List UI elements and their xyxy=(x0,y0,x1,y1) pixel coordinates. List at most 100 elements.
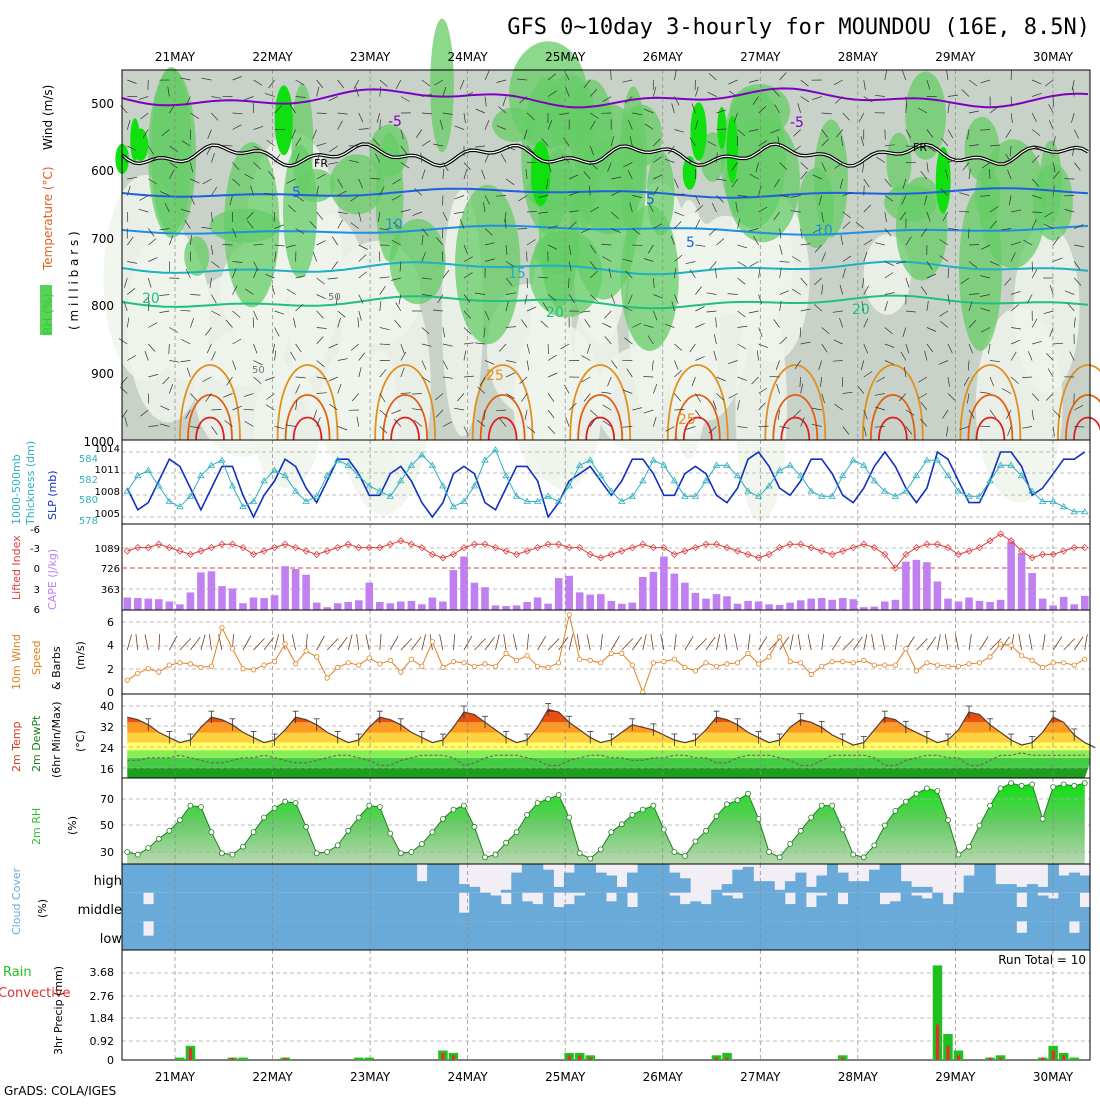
cloud-cell xyxy=(259,864,270,893)
cloud-cell xyxy=(901,881,912,893)
cloud-cell xyxy=(406,921,417,950)
cloud-cell xyxy=(427,864,438,893)
wind-marker xyxy=(1019,654,1023,658)
cloud-cell xyxy=(1048,864,1059,893)
rh-marker xyxy=(304,824,309,829)
cloud-cell xyxy=(532,864,543,893)
slp-right-tick-1014: 1014 xyxy=(95,444,120,455)
cape-tick-726: 726 xyxy=(101,564,120,575)
rh-marker xyxy=(388,831,393,836)
saturated-area xyxy=(275,85,293,155)
precip-bar xyxy=(175,1058,185,1060)
cloud-cell xyxy=(638,921,649,950)
cloud-cell xyxy=(354,893,365,922)
wind-marker xyxy=(304,649,308,653)
day-label-top: 21MAY xyxy=(155,50,196,64)
upper-ylabel-mb: ( m i l l i b a r s ) xyxy=(67,231,81,330)
rh-marker xyxy=(1009,781,1014,786)
rh-ylabel2: (%) xyxy=(66,816,79,835)
cloud-cell xyxy=(438,864,449,893)
cloud-cell xyxy=(838,904,849,921)
rh-marker xyxy=(472,824,477,829)
rh-marker xyxy=(924,786,929,791)
day-label-bottom: 25MAY xyxy=(545,1070,586,1084)
rh-marker xyxy=(556,793,561,798)
convective-bar xyxy=(989,1058,992,1060)
rh-marker xyxy=(935,789,940,794)
li-tick-3: 3 xyxy=(34,585,40,596)
cloud-cell xyxy=(280,921,291,950)
cloud-cell xyxy=(648,864,659,893)
cape-bar xyxy=(671,574,679,610)
cloud-cell xyxy=(1037,887,1048,893)
temp-tick-16: 16 xyxy=(100,763,114,776)
wind-marker xyxy=(420,664,424,668)
cape-bar xyxy=(650,572,658,610)
cloud-cell xyxy=(890,901,901,921)
cloud-cell xyxy=(753,921,764,950)
cloud-cell xyxy=(659,893,670,922)
cloud-cell xyxy=(722,921,733,950)
cloud-cell xyxy=(206,893,217,922)
cloud-cell xyxy=(711,890,722,893)
cloud-cell xyxy=(1016,887,1027,893)
cloud-cell xyxy=(1016,933,1027,950)
wind-marker xyxy=(241,666,245,670)
cape-bar xyxy=(902,562,910,610)
temp-ylabel4: (°C) xyxy=(74,730,87,752)
cloud-cell xyxy=(364,921,375,950)
cloud-cell xyxy=(785,921,796,950)
cloud-cell xyxy=(1027,921,1038,950)
wind-marker xyxy=(441,665,445,669)
cape-bar xyxy=(944,599,952,610)
rh-marker xyxy=(598,847,603,852)
convective-bar xyxy=(946,1046,949,1060)
rh-marker xyxy=(367,803,372,808)
cloud-cell xyxy=(301,893,312,922)
cape-bar xyxy=(439,602,447,611)
wind-marker xyxy=(693,669,697,673)
cloud-cell xyxy=(585,921,596,950)
day-label-bottom: 26MAY xyxy=(643,1070,684,1084)
wind-marker xyxy=(399,670,403,674)
cloud-cell xyxy=(501,921,512,950)
cloud-cell xyxy=(164,864,175,893)
rh-marker xyxy=(146,846,151,851)
cloud-cell xyxy=(806,907,817,921)
temp-tick-40: 40 xyxy=(100,700,114,713)
cloud-row-low: low xyxy=(100,932,123,947)
cloud-cell xyxy=(816,876,827,893)
cloud-cell xyxy=(680,904,691,921)
day-label-top: 22MAY xyxy=(252,50,293,64)
cape-bar xyxy=(155,599,163,610)
contour-label: 15 xyxy=(508,266,526,282)
cloud-cell xyxy=(922,898,933,921)
rh-marker xyxy=(682,854,687,859)
wind-marker xyxy=(988,655,992,659)
cloud-cell xyxy=(890,921,901,950)
cloud-cell xyxy=(196,921,207,950)
cloud-cell xyxy=(1006,893,1017,922)
day-label-top: 24MAY xyxy=(448,50,489,64)
wind-marker xyxy=(977,661,981,665)
cloud-cell xyxy=(901,921,912,950)
dry-area xyxy=(526,325,602,489)
contour-label: FR xyxy=(913,141,927,154)
rh-marker xyxy=(851,852,856,857)
moist-area xyxy=(964,117,999,181)
cloud-cell xyxy=(732,898,743,921)
cloud-cell xyxy=(985,864,996,893)
cloud-cell xyxy=(574,896,585,922)
wind-marker xyxy=(125,678,129,682)
rh-marker xyxy=(767,850,772,855)
cloud-cell xyxy=(543,893,554,922)
cape-bar xyxy=(913,560,921,610)
contour-label: 5 xyxy=(646,192,655,208)
cloud-cell xyxy=(816,896,827,922)
cloud-cell xyxy=(953,893,964,922)
rh-marker xyxy=(914,791,919,796)
rh-marker xyxy=(798,828,803,833)
upper-tick-700: 700 xyxy=(91,232,114,246)
cloud-cell xyxy=(669,921,680,950)
rh-marker xyxy=(125,850,130,855)
